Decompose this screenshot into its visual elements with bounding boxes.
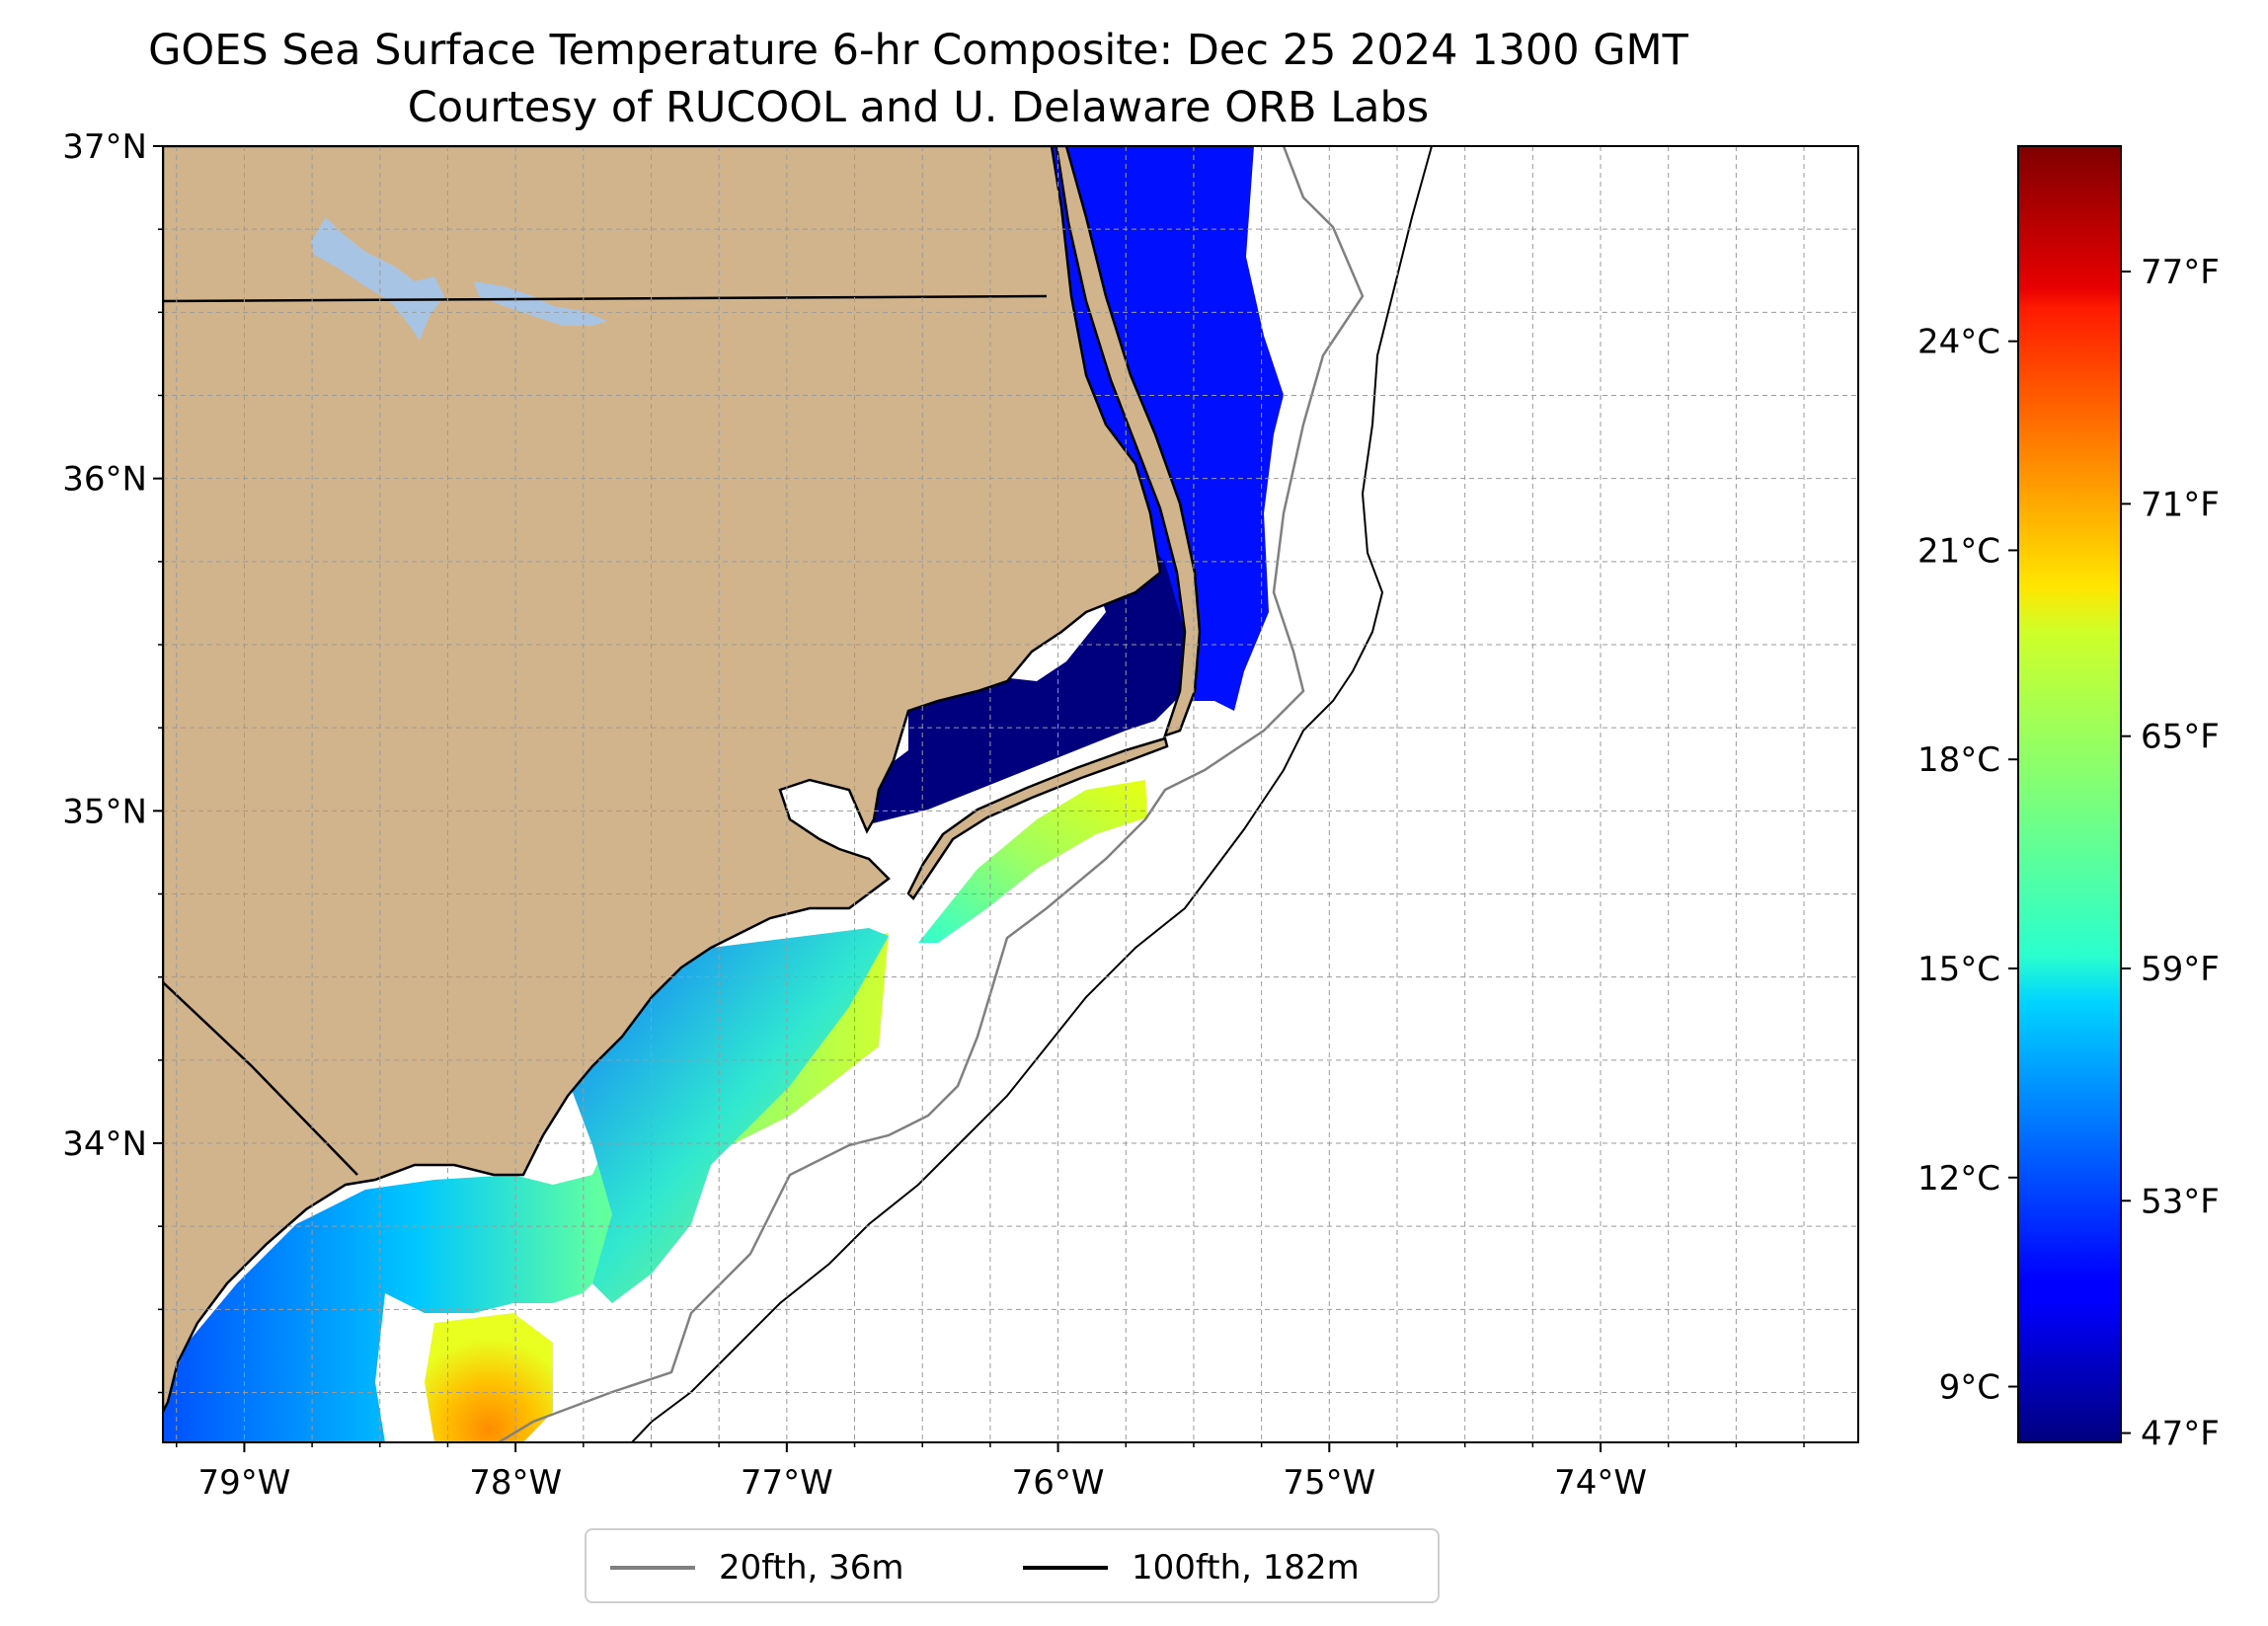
sst-gulf-stream-edge <box>918 780 1147 943</box>
state-border-nc-sc <box>163 981 358 1176</box>
legend: 20fth, 36m 100fth, 182m <box>585 1528 1440 1603</box>
lake <box>311 217 607 341</box>
lat-tick-label: 36°N <box>62 460 147 500</box>
chart-title: GOES Sea Surface Temperature 6-hr Compos… <box>148 26 1688 75</box>
isobath-100fth <box>631 146 1433 1442</box>
celsius-tick-label: 21°C <box>1917 531 2000 571</box>
sst-warm-pocket <box>425 1313 553 1442</box>
lon-tick-label: 77°W <box>741 1463 833 1503</box>
celsius-tick-label: 15°C <box>1917 950 2000 989</box>
colorbar-fahrenheit-axis: 47°F 53°F 59°F 65°F 71°F 77°F <box>2121 253 2220 1454</box>
fahrenheit-tick-label: 59°F <box>2141 950 2220 989</box>
legend-swatch-20fth <box>610 1566 695 1570</box>
fahrenheit-tick-label: 53°F <box>2141 1182 2220 1221</box>
legend-item-100fth: 100fth, 182m <box>1023 1530 1360 1605</box>
colorbar-celsius-axis: 9°C 12°C 15°C 18°C 21°C 24°C <box>1917 323 2018 1408</box>
lon-tick-label: 75°W <box>1283 1463 1375 1503</box>
state-border-nc-va <box>163 294 1048 303</box>
barrier-island <box>1055 146 1202 737</box>
fahrenheit-tick-label: 65°F <box>2141 718 2220 757</box>
colorbar <box>2017 145 2122 1443</box>
fahrenheit-tick-label: 77°F <box>2141 253 2220 292</box>
lon-tick-label: 76°W <box>1012 1463 1105 1503</box>
chart-subtitle: Courtesy of RUCOOL and U. Delaware ORB L… <box>407 83 1430 132</box>
lon-tick-label: 79°W <box>197 1463 290 1503</box>
map-frame <box>162 145 1859 1443</box>
latitude-axis: 37°N 36°N 35°N 34°N <box>62 127 163 1394</box>
lat-tick-label: 37°N <box>62 127 147 167</box>
celsius-tick-label: 18°C <box>1917 740 2000 780</box>
lat-tick-label: 35°N <box>62 792 147 831</box>
fahrenheit-tick-label: 47°F <box>2141 1415 2220 1454</box>
barrier-island-south <box>906 736 1169 900</box>
lat-tick-label: 34°N <box>62 1124 147 1164</box>
sst-mid-shelf <box>563 928 889 1303</box>
fahrenheit-tick-label: 71°F <box>2141 485 2220 524</box>
map-layers <box>163 146 1858 1442</box>
lon-tick-label: 78°W <box>469 1463 562 1503</box>
longitude-axis: 79°W 78°W 77°W 76°W 75°W 74°W <box>175 1442 1805 1503</box>
land-mass <box>163 146 1162 1413</box>
legend-swatch-100fth <box>1023 1566 1108 1570</box>
gridlines <box>163 146 1858 1442</box>
celsius-tick-label: 24°C <box>1917 323 2000 362</box>
legend-item-20fth: 20fth, 36m <box>610 1530 904 1605</box>
isobath-20fth <box>498 146 1365 1442</box>
lon-tick-label: 74°W <box>1554 1463 1647 1503</box>
legend-label-100fth: 100fth, 182m <box>1132 1548 1360 1587</box>
celsius-tick-label: 9°C <box>1939 1368 2000 1408</box>
legend-label-20fth: 20fth, 36m <box>719 1548 904 1587</box>
celsius-tick-label: 12°C <box>1917 1159 2000 1199</box>
